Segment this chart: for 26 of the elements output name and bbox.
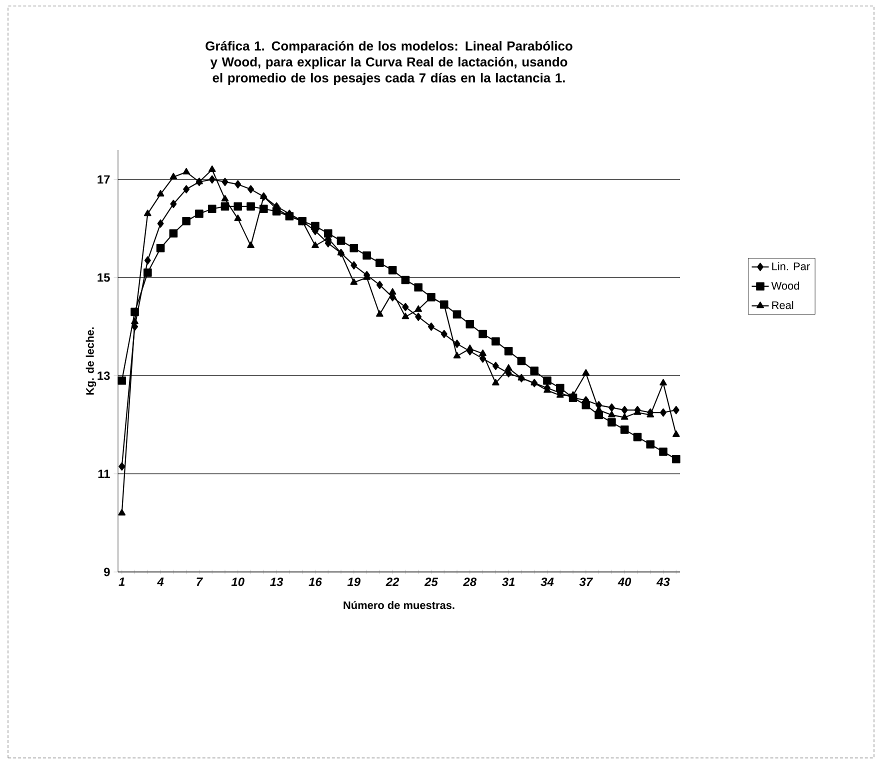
y-tick-label: 11 [98,470,110,478]
y-tick-label: 13 [98,371,110,380]
x-tick-label: 34 [540,578,554,586]
x-tick-label: 1 [118,578,125,586]
x-tick-label: 7 [196,578,203,586]
x-tick-label: 16 [308,578,322,586]
y-tick-label: 17 [98,175,110,184]
x-tick-label: 10 [231,578,244,586]
chart-title: Gráfica 1. Comparación de los modelos: Lineal Parabólico y Wood, para explicar la Curva Real de lactación, usando el promedio de los pesajes cada 7 días en la lactancia 1. [206,40,572,86]
y-axis-title: Kg. de leche. [86,327,96,395]
y-tick-label: 15 [98,273,110,282]
x-tick-label: 31 [502,578,515,586]
x-tick-label: 4 [157,578,164,586]
legend-label: Lin. Par [772,262,810,270]
x-tick-label: 22 [386,578,400,586]
y-tick-label: 9 [104,568,110,576]
x-tick-label: 28 [463,578,477,586]
x-tick-label: 13 [270,578,284,586]
x-tick-label: 25 [424,578,438,586]
legend-label: Real [772,301,794,310]
x-tick-label: 37 [579,578,594,586]
x-tick-label: 19 [347,578,360,586]
x-tick-label: 40 [618,578,632,586]
x-axis-title: Número de muestras. [344,600,454,610]
x-tick-label: 43 [656,578,670,586]
legend-label: Wood [771,282,800,290]
